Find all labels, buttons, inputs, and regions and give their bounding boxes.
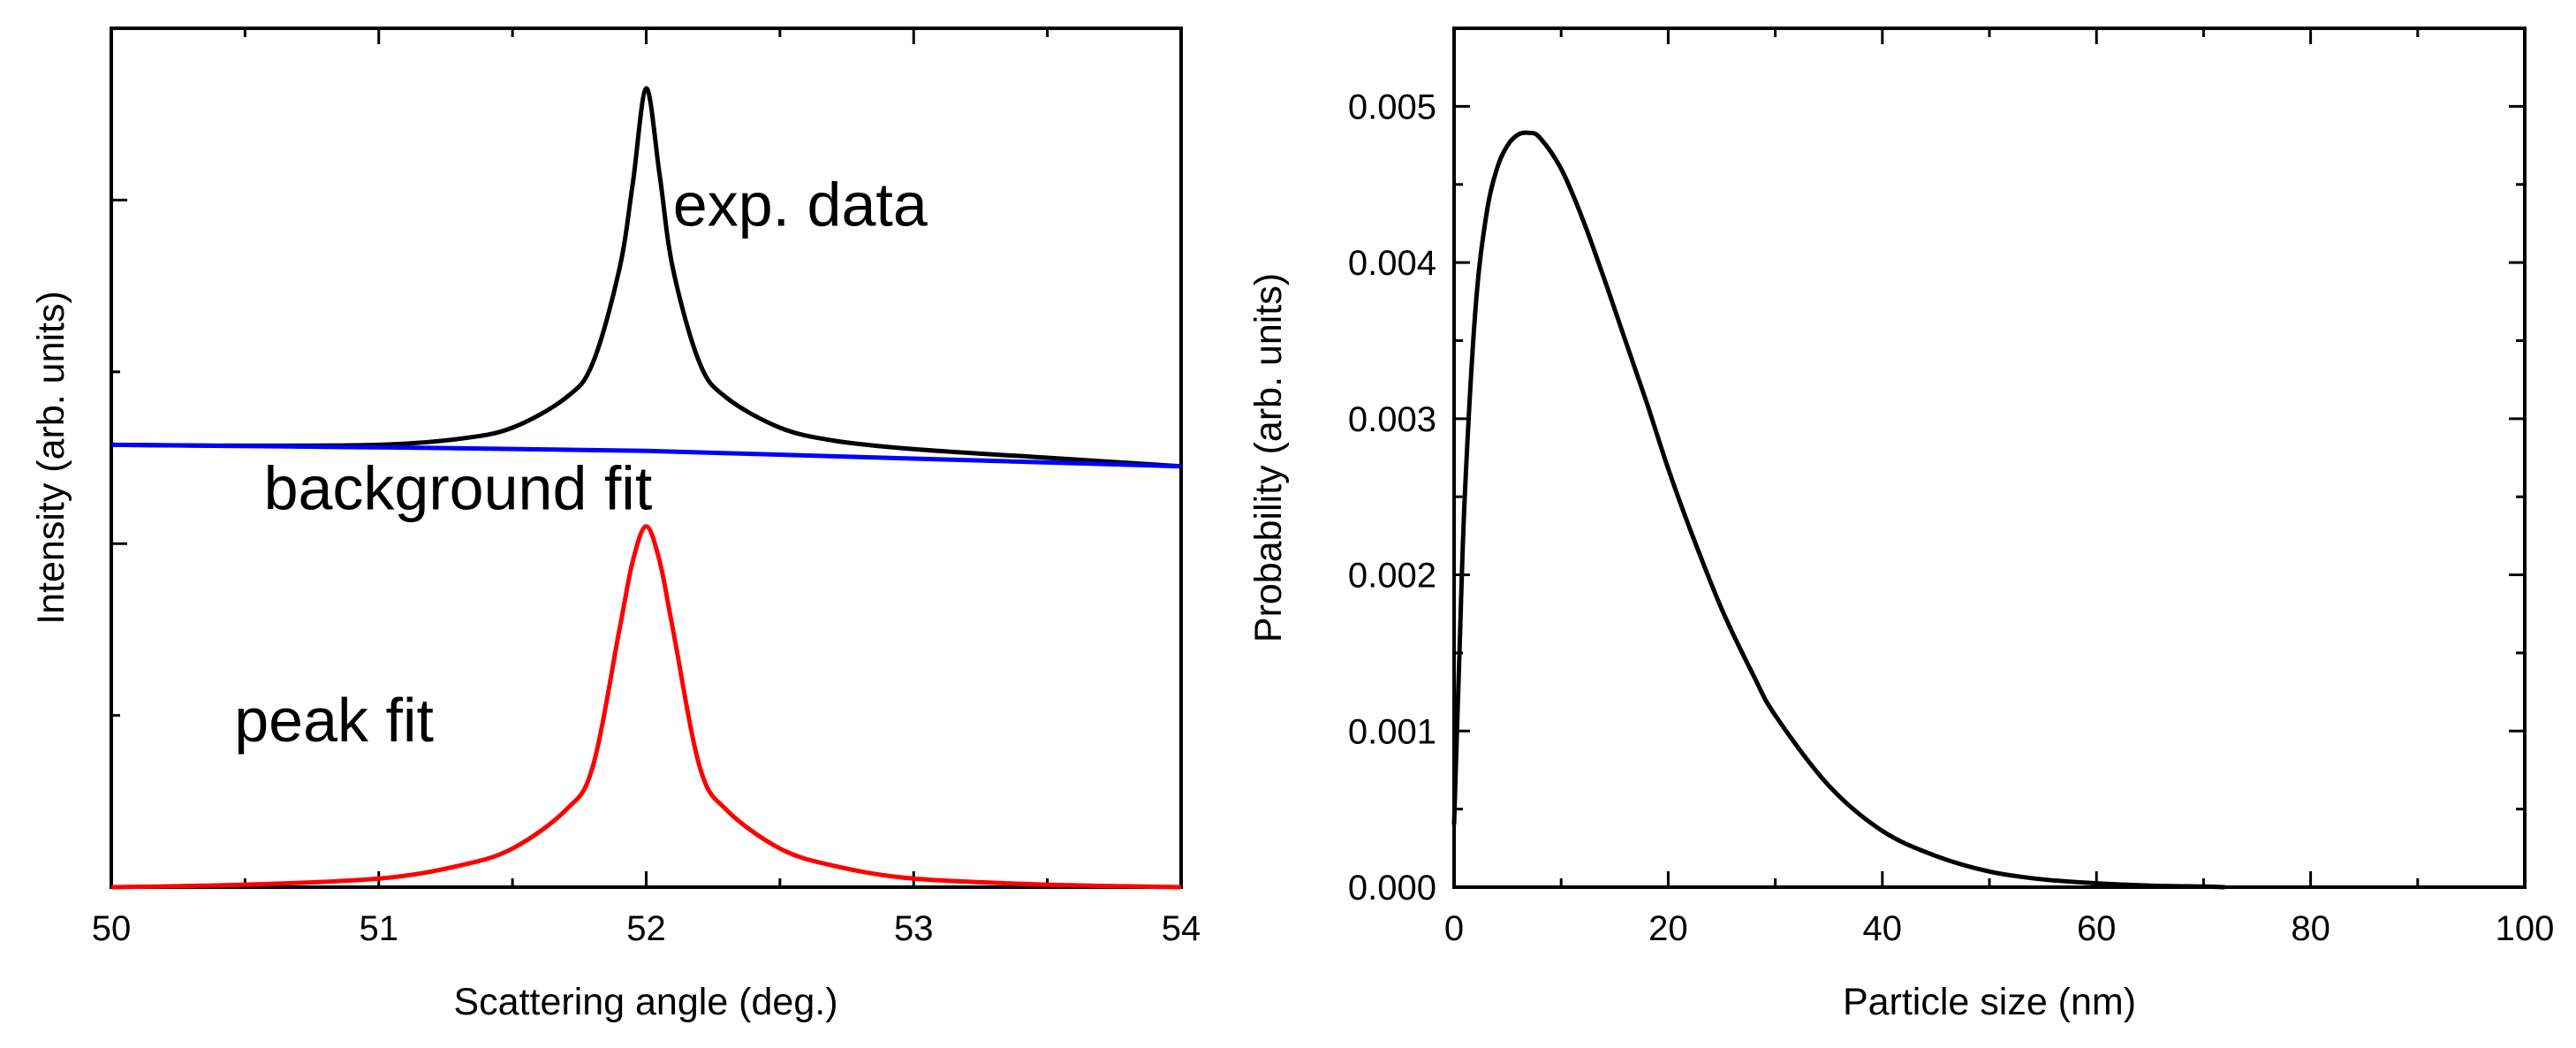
right-y-tick-labels: 0.000 0.001 0.002 0.003 0.004 0.005	[1348, 87, 1436, 908]
background-fit-line	[110, 442, 1182, 469]
annotation-background-fit: background fit	[264, 453, 653, 522]
exp-data-line	[110, 86, 1182, 469]
x-tick-label: 54	[1162, 909, 1201, 948]
right-series-lines	[1451, 130, 2225, 890]
y-tick-label: 0.005	[1348, 87, 1436, 126]
x-tick-label: 80	[2291, 909, 2330, 948]
left-x-axis-title: Scattering angle (deg.)	[453, 981, 837, 1023]
x-tick-label: 53	[894, 909, 934, 948]
x-tick-label: 40	[1863, 909, 1903, 948]
x-tick-label: 0	[1444, 909, 1464, 948]
annotation-exp-data: exp. data	[673, 171, 928, 239]
x-tick-label: 50	[92, 909, 132, 948]
left-y-axis-title: Intensity (arb. units)	[30, 291, 72, 625]
right-y-axis-title: Probability (arb. units)	[1247, 273, 1290, 642]
left-chart-panel: 50 51 52 53 54 Scattering angle (deg.) Inten…	[30, 27, 1201, 1023]
y-tick-label: 0.002	[1348, 557, 1436, 596]
right-x-tick-labels: 0 20 40 60 80 100	[1444, 909, 2555, 948]
y-tick-label: 0.000	[1348, 869, 1436, 908]
right-chart-panel: 0 20 40 60 80 100 0.0000.0010.0020.0030.0040.…	[1247, 27, 2555, 1023]
x-tick-label: 51	[360, 909, 399, 948]
y-tick-label: 0.004	[1348, 244, 1436, 283]
left-annotations: exp. data background fit peak fit	[234, 171, 928, 755]
y-tick-label: 0.001	[1348, 712, 1436, 751]
annotation-peak-fit: peak fit	[234, 686, 434, 755]
peak-fit-line	[110, 524, 1182, 890]
right-plot-frame	[1452, 27, 2527, 889]
x-tick-label: 100	[2496, 909, 2555, 948]
x-tick-label: 52	[626, 909, 666, 948]
x-tick-label: 60	[2077, 909, 2117, 948]
y-tick-label: 0.003	[1348, 400, 1436, 439]
x-tick-label: 20	[1648, 909, 1688, 948]
size-distribution-line	[1451, 130, 2225, 890]
right-ticks	[1452, 27, 2527, 889]
left-x-tick-labels: 50 51 52 53 54	[92, 909, 1201, 948]
left-series-lines	[110, 86, 1182, 890]
right-x-axis-title: Particle size (nm)	[1843, 981, 2136, 1023]
